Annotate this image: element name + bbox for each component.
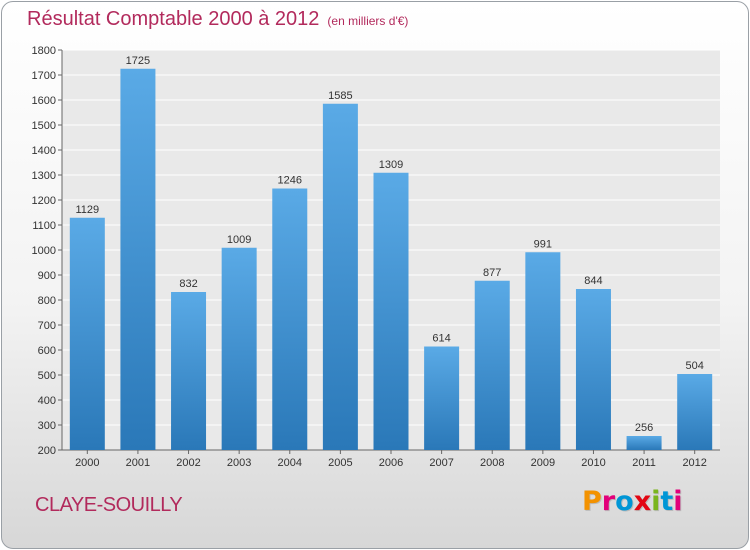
x-tick-label: 2012 — [682, 457, 706, 469]
bar — [626, 436, 662, 450]
x-tick-label: 2004 — [278, 457, 302, 469]
data-label: 832 — [179, 278, 197, 290]
logo-letter: P — [582, 486, 602, 517]
x-tick-label: 2010 — [581, 457, 605, 469]
x-tick-label: 2007 — [429, 457, 453, 469]
x-tick-label: 2001 — [126, 457, 150, 469]
proxiti-logo: Proxiti — [582, 486, 683, 517]
x-tick-label: 2002 — [176, 457, 200, 469]
bar — [525, 252, 561, 450]
bar — [221, 247, 257, 450]
x-tick-label: 2008 — [480, 457, 504, 469]
x-tick-label: 2003 — [227, 457, 251, 469]
y-tick-label: 200 — [38, 445, 56, 457]
y-tick-label: 1300 — [32, 170, 56, 182]
y-tick-label: 1800 — [32, 45, 56, 57]
data-label: 877 — [483, 267, 501, 279]
y-tick-label: 1200 — [32, 195, 56, 207]
data-label: 1585 — [328, 90, 352, 102]
data-label: 1129 — [75, 204, 99, 216]
data-label: 1309 — [379, 159, 403, 171]
x-tick-label: 2006 — [379, 457, 403, 469]
x-tick-label: 2009 — [531, 457, 555, 469]
logo-letter: x — [633, 486, 652, 517]
data-label: 256 — [635, 422, 653, 434]
bar — [171, 292, 207, 450]
place-name: CLAYE-SOUILLY — [35, 494, 183, 516]
bar — [373, 172, 409, 450]
logo-letter: i — [673, 486, 683, 517]
x-tick-label: 2000 — [75, 457, 99, 469]
y-tick-label: 1100 — [32, 220, 56, 232]
data-label: 504 — [686, 360, 704, 372]
data-label: 991 — [534, 238, 552, 250]
y-tick-label: 1000 — [32, 245, 56, 257]
chart-subtitle: (en milliers d'€) — [327, 14, 409, 28]
y-tick-label: 900 — [38, 270, 56, 282]
y-tick-label: 1700 — [32, 70, 56, 82]
y-tick-label: 700 — [38, 320, 56, 332]
y-tick-label: 1500 — [32, 120, 56, 132]
y-tick-label: 600 — [38, 345, 56, 357]
y-tick-label: 800 — [38, 295, 56, 307]
y-tick-label: 400 — [38, 395, 56, 407]
x-tick-label: 2011 — [632, 457, 656, 469]
bar — [322, 103, 358, 450]
logo-letter: o — [615, 486, 634, 517]
chart-title: Résultat Comptable 2000 à 2012 (en millie… — [27, 8, 408, 31]
chart-title-text: Résultat Comptable 2000 à 2012 — [27, 8, 320, 30]
bar — [69, 217, 105, 450]
data-label: 1009 — [227, 234, 251, 246]
y-tick-label: 300 — [38, 420, 56, 432]
logo-letter: t — [660, 486, 674, 517]
data-label: 1246 — [278, 175, 302, 187]
y-tick-label: 500 — [38, 370, 56, 382]
bar — [424, 346, 460, 450]
logo-letter: r — [601, 486, 616, 517]
data-label: 614 — [432, 333, 450, 345]
data-label: 1725 — [126, 55, 150, 67]
bar — [677, 374, 713, 450]
logo-letter: i — [651, 486, 661, 517]
bar — [575, 289, 611, 450]
y-tick-label: 1400 — [32, 145, 56, 157]
y-tick-label: 1600 — [32, 95, 56, 107]
bar — [272, 188, 308, 450]
x-tick-label: 2005 — [328, 457, 352, 469]
bar — [120, 68, 156, 450]
data-label: 844 — [584, 275, 602, 287]
bar — [474, 280, 510, 450]
